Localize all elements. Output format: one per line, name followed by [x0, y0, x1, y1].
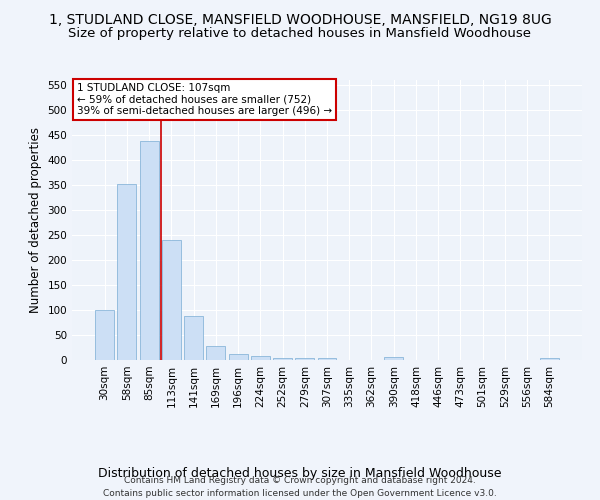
Bar	[184, 316, 203, 360]
Text: 1, STUDLAND CLOSE, MANSFIELD WOODHOUSE, MANSFIELD, NG19 8UG: 1, STUDLAND CLOSE, MANSFIELD WOODHOUSE, …	[49, 12, 551, 26]
Bar	[140, 141, 158, 360]
Bar	[118, 184, 136, 360]
Bar	[384, 357, 403, 360]
Text: Size of property relative to detached houses in Mansfield Woodhouse: Size of property relative to detached ho…	[68, 28, 532, 40]
Bar	[162, 240, 181, 360]
Text: Contains HM Land Registry data © Crown copyright and database right 2024.
Contai: Contains HM Land Registry data © Crown c…	[103, 476, 497, 498]
Y-axis label: Number of detached properties: Number of detached properties	[29, 127, 42, 313]
Bar	[229, 354, 248, 360]
Bar	[273, 358, 292, 360]
Bar	[95, 310, 114, 360]
Bar	[540, 358, 559, 360]
Bar	[251, 356, 270, 360]
Text: Distribution of detached houses by size in Mansfield Woodhouse: Distribution of detached houses by size …	[98, 467, 502, 480]
Bar	[295, 358, 314, 360]
Bar	[317, 358, 337, 360]
Bar	[206, 346, 225, 360]
Text: 1 STUDLAND CLOSE: 107sqm
← 59% of detached houses are smaller (752)
39% of semi-: 1 STUDLAND CLOSE: 107sqm ← 59% of detach…	[77, 83, 332, 116]
